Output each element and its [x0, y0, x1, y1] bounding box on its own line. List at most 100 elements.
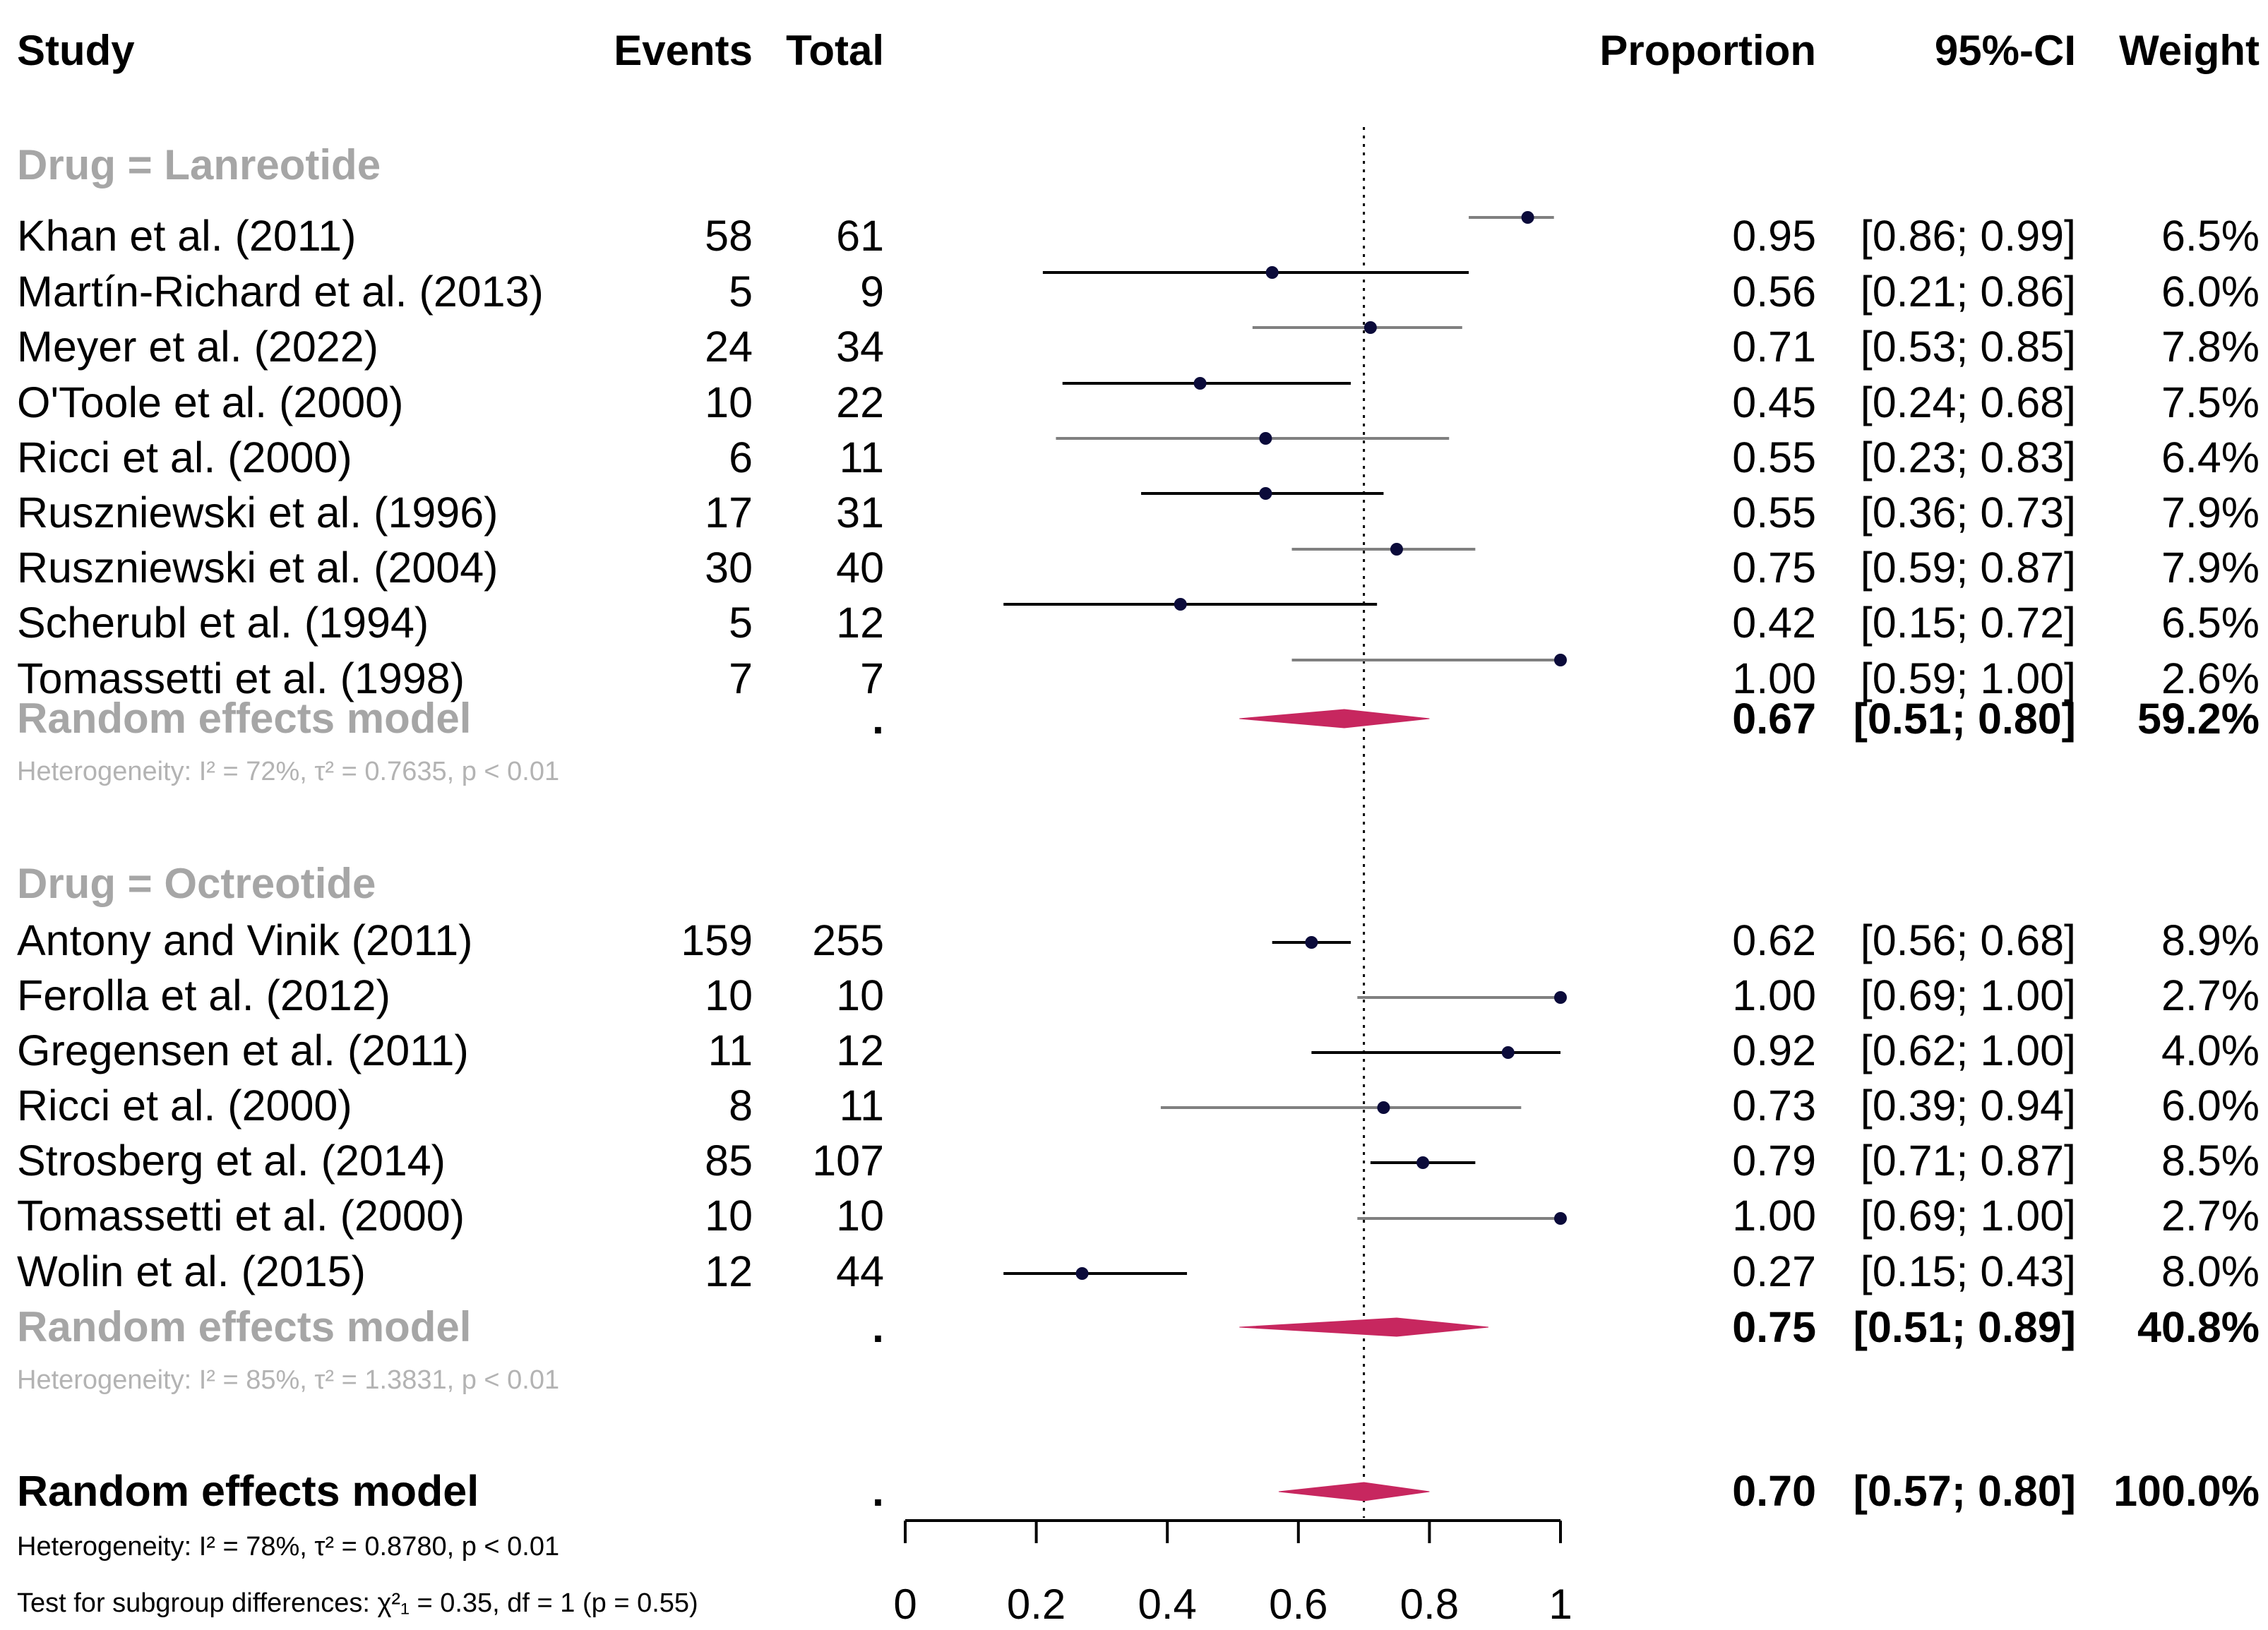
- study-name: Gregensen et al. (2011): [17, 1026, 469, 1074]
- group-model-weight: 59.2%: [2137, 695, 2260, 743]
- study-total: 9: [860, 268, 884, 316]
- x-tick-label: 0.8: [1399, 1581, 1460, 1628]
- study-name: Ruszniewski et al. (1996): [17, 489, 499, 537]
- study-name: Antony and Vinik (2011): [17, 916, 473, 964]
- study-name: Scherubl et al. (1994): [17, 599, 429, 647]
- group-model-ci: [0.51; 0.89]: [1853, 1303, 2076, 1351]
- overall-model-weight: 100.0%: [2113, 1467, 2260, 1515]
- group-heterogeneity: Heterogeneity: I² = 85%, τ² = 1.3831, p …: [17, 1365, 560, 1395]
- study-total: 12: [836, 1026, 884, 1074]
- study-name: Martín-Richard et al. (2013): [17, 268, 544, 316]
- study-total: 11: [839, 433, 884, 481]
- x-tick-label: 0.4: [1138, 1581, 1197, 1628]
- study-ci: [0.36; 0.73]: [1860, 489, 2076, 537]
- study-events: 7: [729, 654, 753, 702]
- group-model-label: Random effects model: [17, 1303, 472, 1350]
- study-total: 40: [836, 544, 884, 592]
- point-estimate: [1390, 543, 1403, 556]
- study-ci: [0.62; 1.00]: [1860, 1026, 2076, 1074]
- header-study: Study: [17, 27, 135, 74]
- study-name: Khan et al. (2011): [17, 212, 357, 260]
- summary-diamond: [1239, 1317, 1488, 1337]
- header-ci: 95%-CI: [1934, 27, 2076, 74]
- study-name: Tomassetti et al. (2000): [17, 1192, 465, 1240]
- point-estimate: [1416, 1156, 1430, 1169]
- study-name: Strosberg et al. (2014): [17, 1137, 446, 1185]
- study-events: 159: [681, 916, 753, 964]
- study-events: 24: [705, 323, 753, 371]
- point-estimate: [1174, 598, 1187, 611]
- point-estimate: [1521, 211, 1534, 224]
- study-name: Ferolla et al. (2012): [17, 971, 390, 1019]
- point-estimate: [1554, 1212, 1567, 1225]
- study-proportion: 0.75: [1732, 544, 1816, 592]
- study-ci: [0.21; 0.86]: [1860, 268, 2076, 316]
- study-name: Ricci et al. (2000): [17, 433, 352, 481]
- group-model-weight: 40.8%: [2137, 1303, 2260, 1351]
- study-ci: [0.39; 0.94]: [1860, 1081, 2076, 1129]
- point-estimate: [1363, 321, 1377, 334]
- header-proportion: Proportion: [1599, 27, 1816, 74]
- study-proportion: 0.92: [1732, 1026, 1816, 1074]
- study-proportion: 0.56: [1732, 268, 1816, 316]
- point-estimate: [1259, 432, 1272, 445]
- study-ci: [0.59; 0.87]: [1860, 544, 2076, 592]
- study-ci: [0.69; 1.00]: [1860, 1192, 2076, 1240]
- study-weight: 6.4%: [2161, 433, 2260, 481]
- overall-model-ci: [0.57; 0.80]: [1853, 1467, 2076, 1515]
- study-weight: 7.5%: [2161, 378, 2260, 426]
- point-estimate: [1305, 936, 1318, 949]
- study-events: 10: [705, 971, 753, 1019]
- overall-model-prop: 0.70: [1732, 1467, 1816, 1515]
- study-weight: 2.7%: [2161, 971, 2260, 1019]
- study-proportion: 1.00: [1732, 654, 1816, 702]
- study-proportion: 0.27: [1732, 1247, 1816, 1295]
- study-proportion: 0.79: [1732, 1137, 1816, 1185]
- group-heterogeneity: Heterogeneity: I² = 72%, τ² = 0.7635, p …: [17, 757, 560, 786]
- group-model-ci: [0.51; 0.80]: [1853, 695, 2076, 743]
- study-proportion: 0.45: [1732, 378, 1816, 426]
- study-ci: [0.53; 0.85]: [1860, 323, 2076, 371]
- study-proportion: 0.62: [1732, 916, 1816, 964]
- study-weight: 7.9%: [2161, 489, 2260, 537]
- subgroup-test: Test for subgroup differences: χ²₁ = 0.3…: [17, 1588, 698, 1618]
- study-proportion: 0.95: [1732, 212, 1816, 260]
- study-name: Meyer et al. (2022): [17, 323, 378, 371]
- study-weight: 7.9%: [2161, 544, 2260, 592]
- study-total: 22: [836, 378, 884, 426]
- study-events: 12: [705, 1247, 753, 1295]
- study-ci: [0.71; 0.87]: [1860, 1137, 2076, 1185]
- study-events: 6: [729, 433, 753, 481]
- overall-heterogeneity: Heterogeneity: I² = 78%, τ² = 0.8780, p …: [17, 1532, 560, 1562]
- study-events: 85: [705, 1137, 753, 1185]
- header-total: Total: [786, 27, 884, 74]
- x-tick-label: 0: [893, 1581, 917, 1628]
- study-ci: [0.86; 0.99]: [1860, 212, 2076, 260]
- study-total: 31: [836, 489, 884, 537]
- study-ci: [0.69; 1.00]: [1860, 971, 2076, 1019]
- study-total: 11: [839, 1081, 884, 1129]
- study-total: 7: [860, 654, 884, 702]
- study-total: 44: [836, 1247, 884, 1295]
- study-weight: 6.0%: [2161, 268, 2260, 316]
- study-weight: 8.5%: [2161, 1137, 2260, 1185]
- point-estimate: [1259, 487, 1272, 500]
- study-proportion: 0.55: [1732, 433, 1816, 481]
- group-model-prop: 0.67: [1732, 695, 1816, 743]
- overall-model-total: .: [872, 1467, 884, 1515]
- summary-diamond: [1278, 1482, 1430, 1502]
- group-model-label: Random effects model: [17, 695, 472, 742]
- study-name: Ricci et al. (2000): [17, 1081, 352, 1129]
- study-name: O'Toole et al. (2000): [17, 378, 404, 426]
- x-tick-label: 1: [1548, 1581, 1572, 1628]
- study-weight: 6.0%: [2161, 1081, 2260, 1129]
- study-weight: 2.7%: [2161, 1192, 2260, 1240]
- group-model-prop: 0.75: [1732, 1303, 1816, 1351]
- study-proportion: 1.00: [1732, 1192, 1816, 1240]
- study-proportion: 1.00: [1732, 971, 1816, 1019]
- study-total: 107: [812, 1137, 884, 1185]
- study-ci: [0.59; 1.00]: [1860, 654, 2076, 702]
- study-events: 30: [705, 544, 753, 592]
- study-proportion: 0.71: [1732, 323, 1816, 371]
